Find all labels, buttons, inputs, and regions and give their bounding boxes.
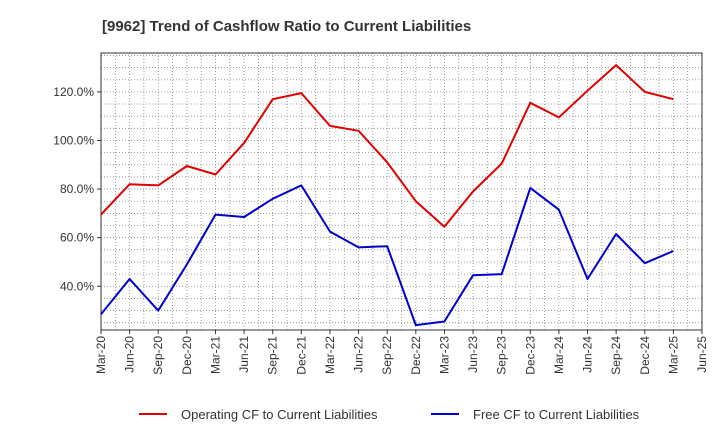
x-tick-label: Sep-20 [151,336,165,375]
x-tick-label: Jun-20 [123,336,137,373]
x-tick-label: Jun-25 [695,336,709,373]
y-tick-label: 120.0% [53,85,94,99]
y-tick-label: 100.0% [53,133,94,147]
x-tick-label: Jun-24 [581,336,595,373]
x-tick-label: Mar-20 [94,336,108,374]
y-tick-label: 80.0% [60,182,94,196]
series-layer [100,64,674,327]
x-tick-label: Sep-23 [495,336,509,375]
legend: Operating CF to Current Liabilities Free … [139,407,640,422]
y-axis: 40.0% 60.0% 80.0% 100.0% 120.0% [53,85,101,293]
series-line-1 [100,64,674,228]
legend-label-1: Operating CF to Current Liabilities [181,407,378,422]
x-tick-label: Jun-22 [352,336,366,373]
x-tick-label: Dec-22 [409,336,423,375]
x-tick-label: Sep-24 [609,336,623,375]
y-tick-label: 60.0% [60,231,94,245]
x-tick-label: Dec-23 [523,336,537,375]
x-tick-label: Mar-24 [552,336,566,374]
plot-frame [100,52,703,331]
x-tick-label: Mar-23 [437,336,451,374]
x-tick-label: Sep-22 [380,336,394,375]
x-tick-label: Jun-21 [237,336,251,373]
x-tick-label: Sep-21 [266,336,280,375]
x-tick-label: Mar-21 [208,336,222,374]
x-tick-label: Mar-25 [666,336,680,374]
x-tick-label: Jun-23 [466,336,480,373]
x-tick-label: Dec-20 [180,336,194,375]
grid [101,53,702,330]
legend-label-2: Free CF to Current Liabilities [473,407,640,422]
y-tick-label: 40.0% [60,279,94,293]
x-tick-label: Dec-24 [638,336,652,375]
series-line-2 [100,184,674,327]
x-tick-label: Dec-21 [294,336,308,375]
x-axis: Mar-20 Jun-20 Sep-20 Dec-20 Mar-21 Jun-21 Sep-… [94,330,709,375]
chart-title: [9962] Trend of Cashflow Ratio to Curren… [102,18,471,35]
x-tick-label: Mar-22 [323,336,337,374]
